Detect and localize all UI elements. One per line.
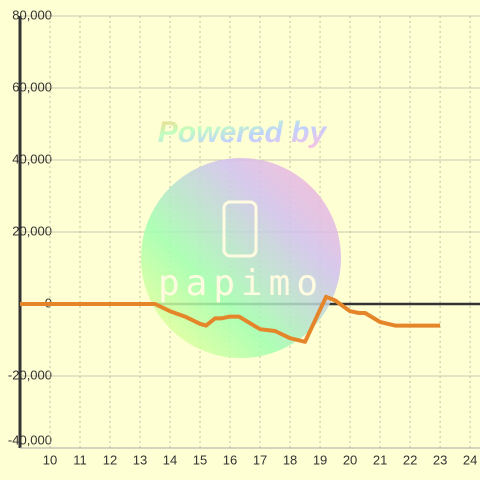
x-tick-label: 18	[283, 452, 297, 467]
x-tick-label: 21	[373, 452, 387, 467]
x-tick-label: 17	[253, 452, 267, 467]
x-tick-label: 22	[403, 452, 417, 467]
x-tick-label: 13	[133, 452, 147, 467]
watermark-logo	[141, 158, 341, 358]
x-tick-label: 19	[313, 452, 327, 467]
y-tick-label: 80,000	[12, 7, 52, 22]
watermark-text: Powered by	[158, 116, 328, 149]
x-tick-label: 11	[73, 452, 87, 467]
x-tick-label: 16	[223, 452, 237, 467]
watermark-icon	[222, 200, 258, 258]
y-tick-label: -20,000	[8, 367, 52, 382]
y-tick-label: 60,000	[12, 79, 52, 94]
x-tick-label: 12	[103, 452, 117, 467]
y-tick-label: 40,000	[12, 151, 52, 166]
watermark-logo-text: papimo	[158, 263, 324, 304]
x-tick-label: 15	[193, 452, 207, 467]
x-tick-label: 24	[463, 452, 477, 467]
x-tick-label: 23	[433, 452, 447, 467]
y-tick-label: -40,000	[8, 432, 52, 447]
data-line	[20, 294, 441, 344]
x-tick-label: 20	[343, 452, 357, 467]
x-tick-label: 14	[163, 452, 177, 467]
y-tick-label: 20,000	[12, 223, 52, 238]
x-tick-label: 10	[43, 452, 57, 467]
marks	[20, 294, 441, 344]
grid: -40,000-20,000020,00040,00060,00080,0001…	[8, 7, 480, 467]
